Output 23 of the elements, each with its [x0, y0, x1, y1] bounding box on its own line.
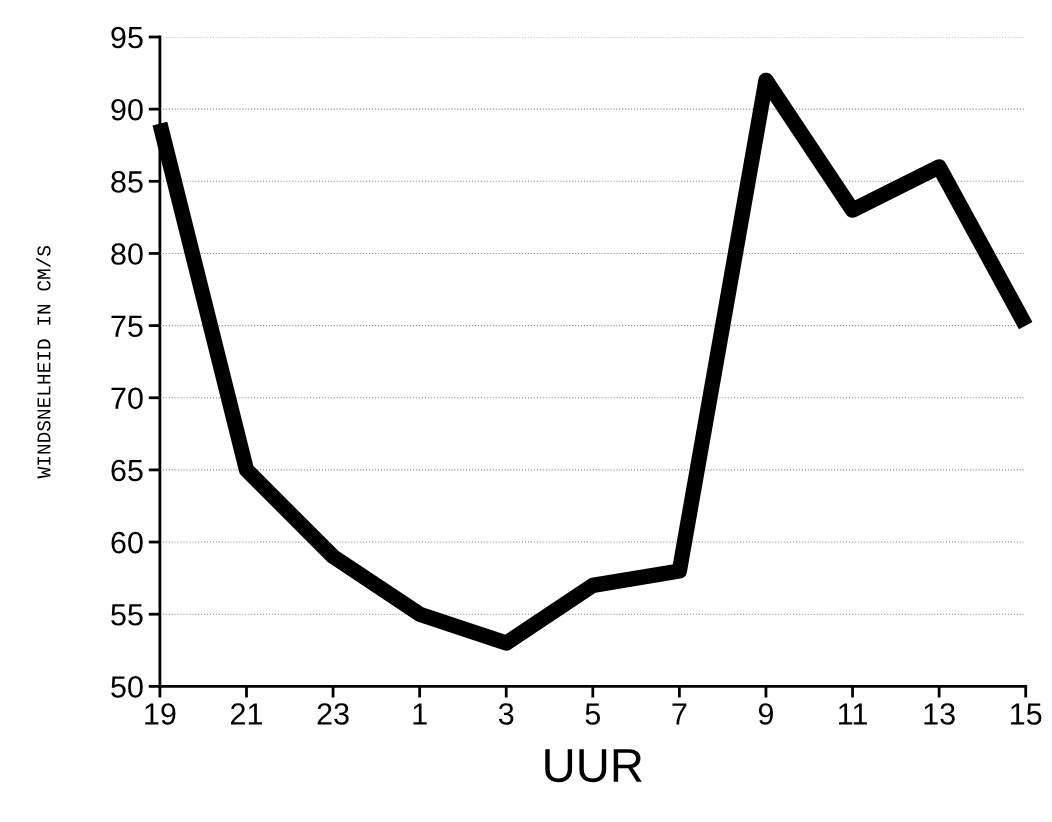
x-tick-label: 1: [413, 703, 427, 725]
y-tick-label: 75: [111, 315, 143, 337]
x-tick-label: 13: [924, 703, 955, 725]
y-tick-label: 95: [111, 26, 143, 49]
y-tick-label: 70: [111, 387, 143, 410]
y-tick-label: 55: [111, 604, 143, 626]
y-tick-label: 65: [111, 459, 143, 482]
y-tick-label: 50: [111, 676, 143, 698]
y-tick-label: 80: [111, 243, 143, 265]
y-tick-label: 90: [111, 98, 143, 121]
x-tick-label: 7: [672, 703, 687, 725]
x-tick-label: 9: [758, 703, 774, 725]
x-tick-label: 19: [145, 703, 176, 725]
x-tick-label: 21: [231, 703, 262, 725]
x-tick-label: 5: [585, 703, 601, 725]
y-axis-title: WINDSNELHEID IN CM/S: [36, 245, 51, 479]
x-tick-label: 11: [839, 703, 867, 725]
y-tick-label: 85: [111, 171, 143, 193]
x-tick-label: 3: [498, 703, 514, 725]
x-tick-label: 23: [317, 703, 349, 725]
y-tick-label: 60: [111, 531, 143, 554]
x-axis-title: UUR: [545, 749, 642, 783]
x-tick-label: 15: [1011, 703, 1042, 725]
